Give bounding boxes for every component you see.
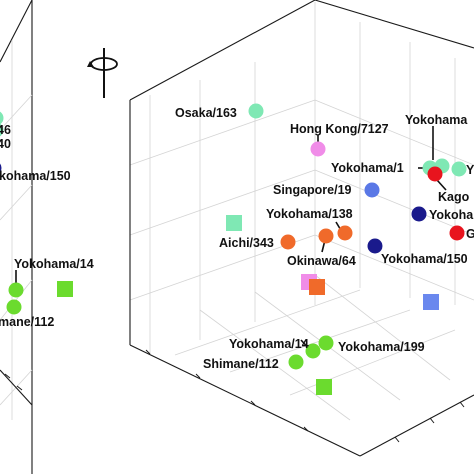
marker-p1-6-singapore-19-circle (364, 182, 380, 198)
marker-p1-17-yokohama-14-circle (305, 343, 321, 359)
marker-p1-4-y-circle (451, 161, 467, 177)
label-g: G (466, 227, 474, 241)
marker-p0-2-yokohama-150-circle (0, 163, 2, 173)
label-y: Y (466, 163, 474, 177)
marker-p1-18-yokohama-199-circle (318, 335, 334, 351)
label-left-yokohama150: Yokohama/150 (0, 169, 71, 183)
right-tick-a4 (303, 426, 309, 432)
right-tick-b3 (459, 401, 465, 408)
label-yokohama138: Yokohama/138 (266, 207, 353, 221)
marker-p1-19-shimane-112-circle (288, 354, 304, 370)
right-grid-13 (314, 234, 474, 301)
right-tick-a1 (145, 349, 151, 355)
label-yokohama-top: Yokohama (405, 113, 468, 127)
marker-p1-15-unlabeled-square (309, 279, 325, 295)
label-aichi343: Aichi/343 (219, 236, 274, 250)
right-grid-8 (129, 99, 316, 166)
right-tick-b1 (394, 436, 400, 443)
label-hongkong7127: Hong Kong/7127 (290, 122, 389, 136)
right-grid-12 (314, 169, 474, 236)
marker-p1-7-yokoha-circle (411, 206, 427, 222)
marker-p1-13-unlabeled-square (226, 215, 242, 231)
label-okinawa64: Okinawa/64 (287, 254, 356, 268)
marker-p0-0-46-circle (0, 111, 4, 125)
marker-p1-9-yokohama-138-circle (337, 225, 353, 241)
right-panel-axes (129, 0, 474, 457)
right-grid-9 (129, 169, 316, 236)
label-left-46: 46 (0, 123, 11, 137)
marker-p0-4-mane-112-circle (6, 299, 22, 315)
marker-p1-0-osaka-163-circle (248, 103, 264, 119)
label-kago: Kago (438, 190, 470, 204)
label-yokohama150: Yokohama/150 (381, 252, 468, 266)
marker-p1-1-hong-kong-7127-circle (310, 141, 326, 157)
label-yokoha: Yokoha (429, 208, 474, 222)
marker-p1-10-okinawa-64-circle (318, 228, 334, 244)
marker-p0-3-yokohama-14-circle (8, 282, 24, 298)
point-labels: 46 40 Yokohama/150 Yokohama/14 mane/112 … (0, 106, 474, 371)
marker-p1-8-g-circle (449, 225, 465, 241)
marker-p1-20-unlabeled-square (316, 379, 332, 395)
rotate-axis-icon[interactable] (87, 48, 118, 98)
left-panel-axes (0, 0, 33, 474)
right-box-top-edge (129, 0, 316, 101)
scatter-markers (0, 103, 467, 395)
right-box-back-right-edge (314, 0, 474, 49)
right-tick-a3 (250, 400, 256, 406)
left-grid-h2 (0, 184, 33, 221)
right-tick-b2 (429, 417, 435, 424)
right-tick-a2 (195, 373, 201, 379)
right-box-bottom-left-edge (129, 344, 361, 457)
label-left-yokohama14: Yokohama/14 (14, 257, 94, 271)
label-osaka163: Osaka/163 (175, 106, 237, 120)
right-floor-4 (199, 309, 351, 421)
leader-kago (436, 179, 447, 191)
marker-p1-5-kago-circle (427, 166, 443, 182)
label-yokohama199: Yokohama/199 (338, 340, 425, 354)
left-tick-2 (16, 385, 23, 391)
label-singapore19: Singapore/19 (273, 183, 352, 197)
right-box-bottom-right-edge (359, 394, 474, 457)
marker-p0-5-unlabeled-square (57, 281, 73, 297)
marker-p0-1-40-circle (0, 123, 4, 137)
label-yokohama1: Yokohama/1 (331, 161, 404, 175)
marker-p1-11-aichi-343-circle (280, 234, 296, 250)
right-grid-11 (314, 99, 474, 166)
label-shimane112: Shimane/112 (203, 357, 279, 371)
label-left-shimane112: mane/112 (0, 315, 54, 329)
marker-p1-16-unlabeled-square (423, 294, 439, 310)
left-grid-h1 (0, 94, 33, 131)
left-box-edge-top (0, 0, 33, 63)
marker-p1-12-yokohama-150-circle (367, 238, 383, 254)
left-tick-1 (4, 373, 11, 379)
label-yokohama14: Yokohama/14 (229, 337, 309, 351)
left-box-edge-bottom (0, 369, 33, 406)
label-left-40: 40 (0, 137, 11, 151)
right-floor-6 (314, 274, 451, 381)
right-floor-1 (174, 289, 361, 356)
